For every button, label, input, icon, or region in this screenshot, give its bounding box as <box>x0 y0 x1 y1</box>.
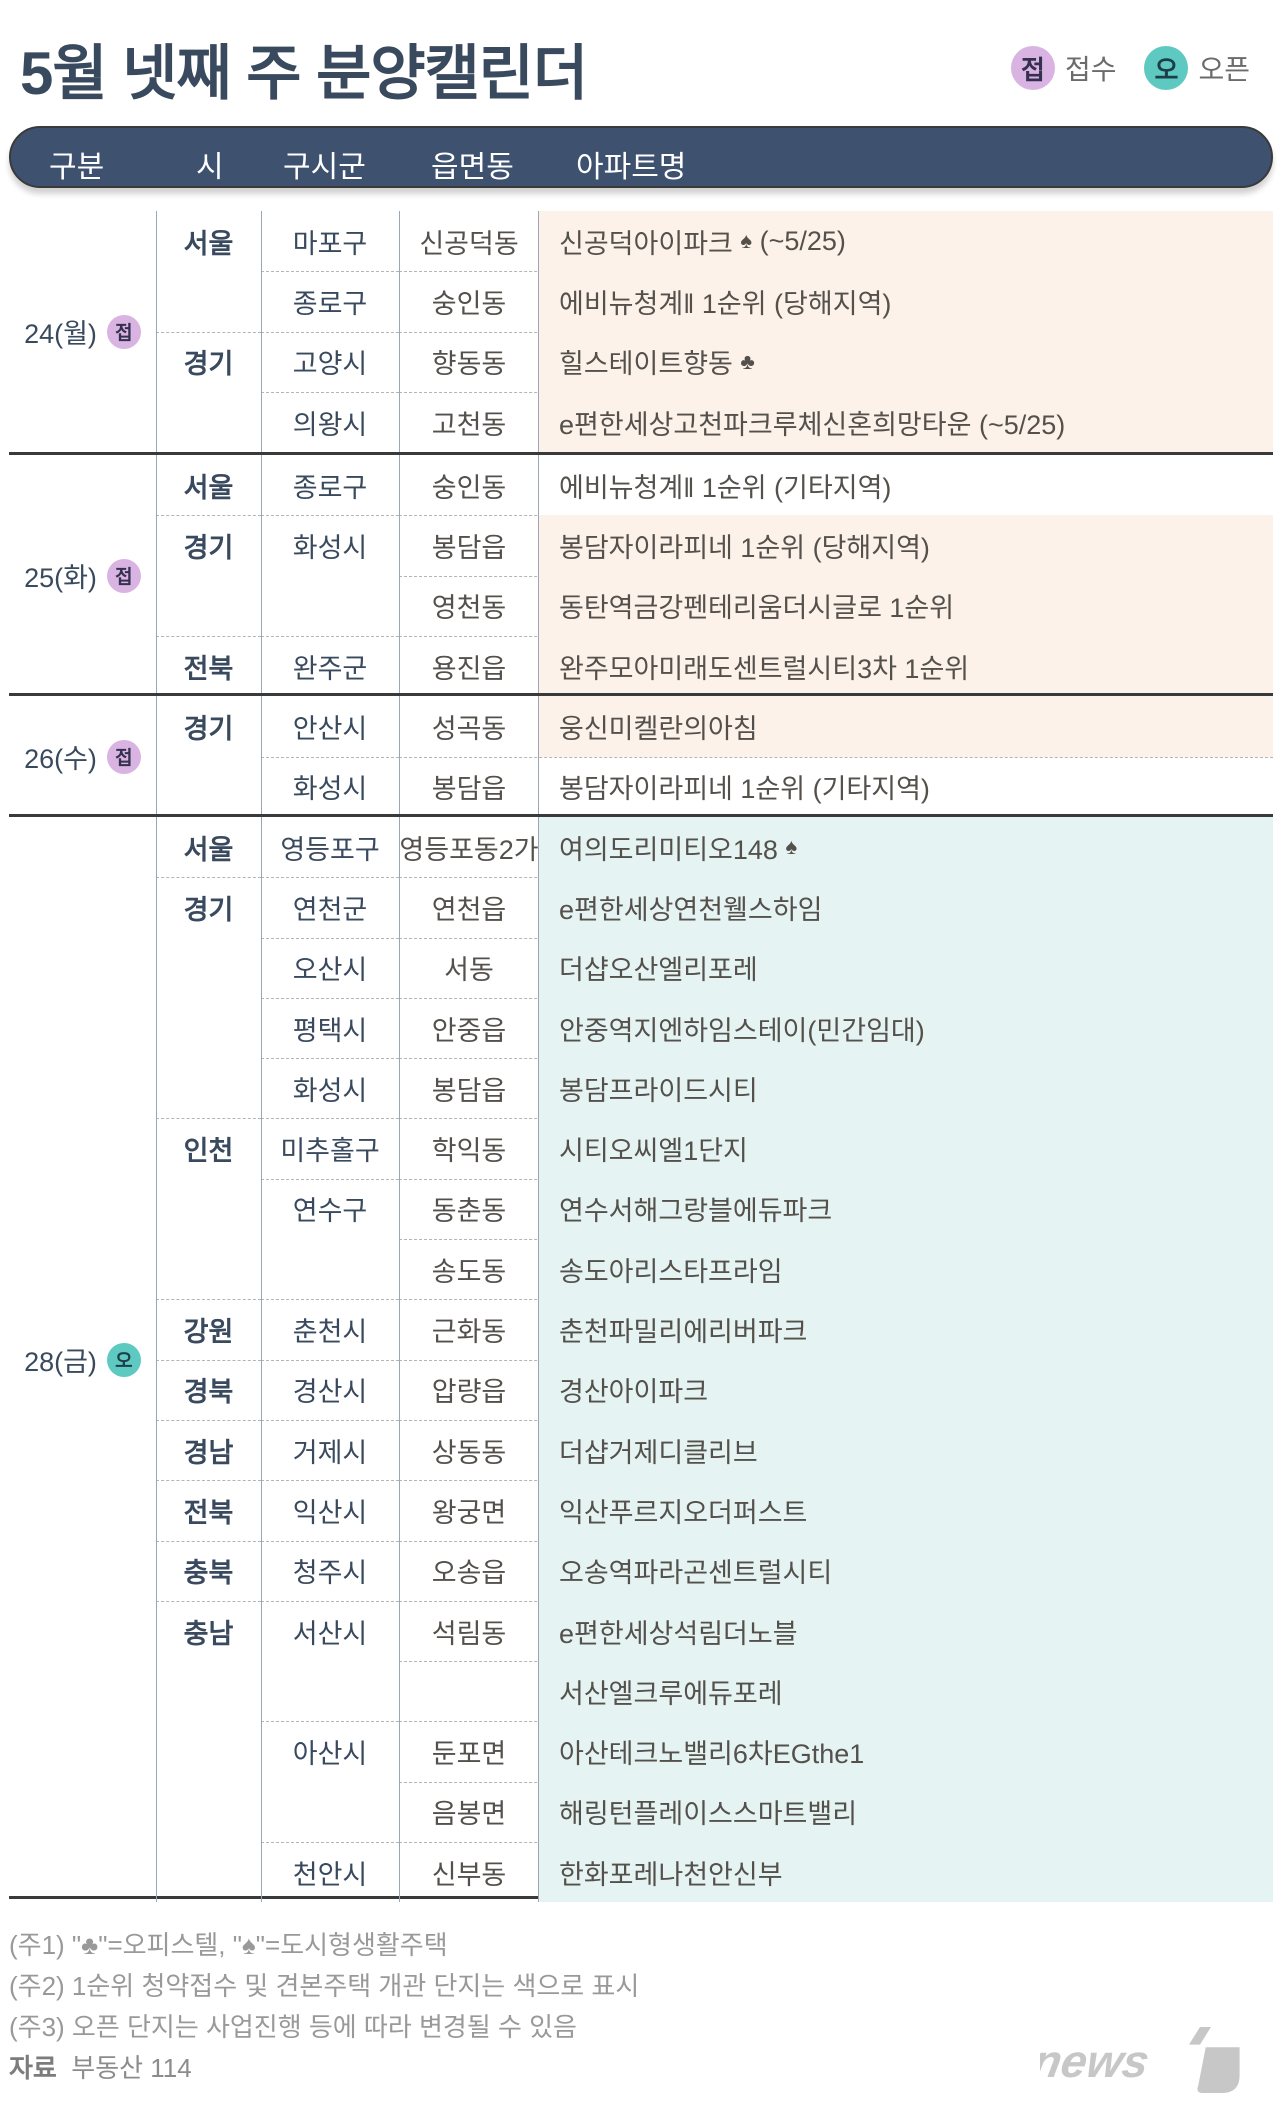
svg-text:news: news <box>1040 2035 1153 2087</box>
